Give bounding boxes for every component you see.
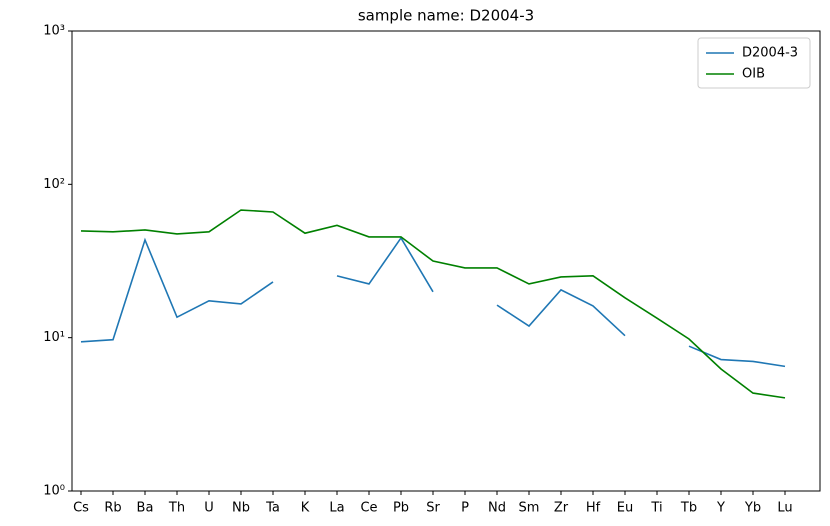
- x-tick-label: Nb: [232, 501, 250, 516]
- x-tick-label: U: [204, 501, 214, 516]
- x-tick-label: Nd: [488, 501, 506, 516]
- x-tick-label: La: [329, 501, 344, 516]
- x-tick-label: Ti: [650, 501, 662, 516]
- x-tick-label: Y: [716, 501, 725, 516]
- y-tick-label: 10³: [43, 24, 65, 39]
- x-tick-label: Zr: [554, 501, 569, 516]
- x-tick-label: Pb: [393, 501, 409, 516]
- x-tick-label: Sm: [519, 501, 540, 516]
- legend-label: D2004-3: [742, 46, 798, 61]
- series-line: [80, 236, 786, 368]
- legend-label: OIB: [742, 67, 765, 82]
- plot-frame: [71, 30, 821, 492]
- x-tick-label: Ce: [360, 501, 377, 516]
- x-tick-label: Cs: [73, 501, 89, 516]
- chart-title: sample name: D2004-3: [358, 7, 534, 25]
- series-line: [80, 209, 786, 399]
- x-tick-label: K: [301, 501, 310, 516]
- x-tick-label: Tb: [680, 501, 697, 516]
- x-tick-label: Rb: [104, 501, 121, 516]
- x-tick-label: Lu: [777, 501, 792, 516]
- x-tick-label: P: [461, 501, 469, 516]
- y-tick-label: 10¹: [43, 330, 65, 345]
- x-tick-label: Ta: [265, 501, 280, 516]
- x-tick-label: Th: [168, 501, 185, 516]
- x-tick-label: Eu: [617, 501, 633, 516]
- x-tick-label: Sr: [426, 501, 440, 516]
- x-tick-label: Yb: [744, 501, 761, 516]
- x-tick-label: Hf: [586, 501, 601, 516]
- x-tick-label: Ba: [137, 501, 154, 516]
- y-tick-label: 10²: [43, 177, 65, 192]
- y-tick-label: 10⁰: [43, 484, 65, 499]
- legend-box: [697, 37, 811, 89]
